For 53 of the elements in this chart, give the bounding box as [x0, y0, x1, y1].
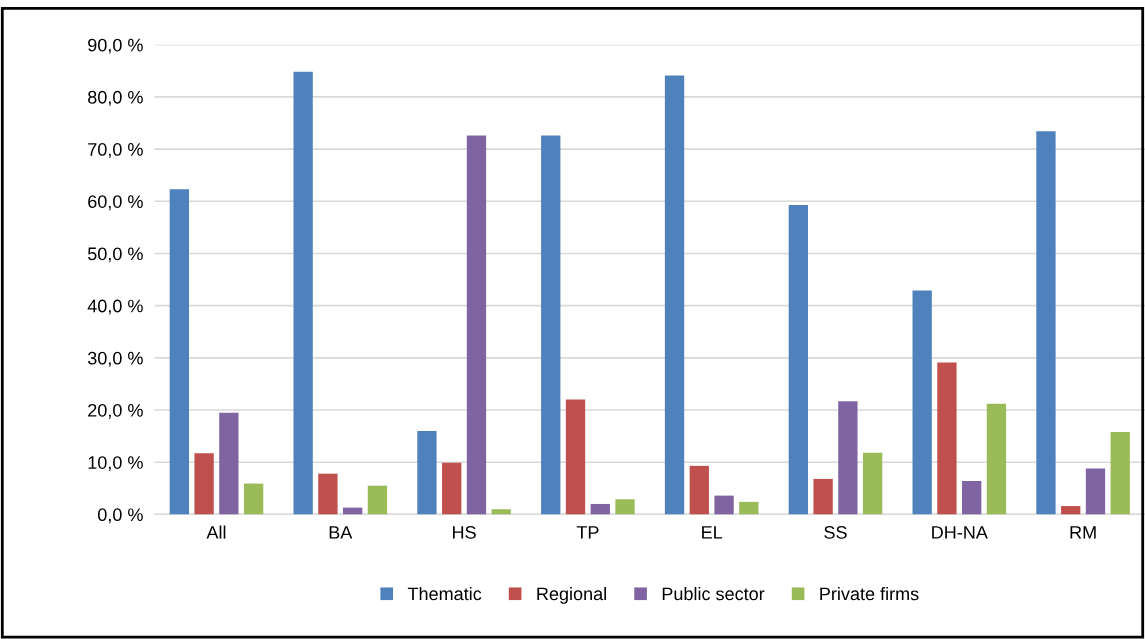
bar [293, 71, 313, 515]
x-tick-label: DH-NA [932, 526, 988, 539]
bar [912, 290, 932, 515]
y-tick-label: 90,0 % [88, 38, 143, 54]
y-tick-label: 20,0 % [88, 403, 143, 419]
bar [615, 499, 635, 515]
x-tick-label: HS [453, 525, 476, 539]
x-tick-label: All [206, 525, 226, 539]
bar [664, 75, 685, 515]
bar [962, 481, 982, 515]
bar [714, 495, 734, 515]
bar [1061, 506, 1081, 515]
bar [442, 462, 462, 515]
legend-label: Private firms [820, 587, 919, 601]
x-tick-label: BA [329, 526, 353, 539]
bar [590, 503, 610, 515]
legend-label: Regional [537, 587, 606, 604]
bar [194, 453, 214, 515]
x-tick-label: TP [576, 526, 599, 539]
bar [689, 465, 709, 515]
bar [1110, 431, 1130, 515]
bar [937, 362, 957, 515]
bar [813, 478, 833, 515]
bar [565, 399, 586, 515]
bar [541, 135, 561, 515]
legend-label: Thematic [407, 587, 482, 601]
bar [243, 483, 264, 515]
bar [169, 189, 189, 515]
x-tick-label: EL [702, 526, 723, 539]
y-tick-label: 60,0 % [88, 195, 143, 211]
bar [491, 509, 511, 515]
y-tick-label: 10,0 % [88, 456, 143, 472]
bar [1085, 468, 1106, 515]
bar [318, 473, 338, 515]
x-tick-label: RM [1070, 526, 1096, 539]
bar [862, 452, 883, 515]
bar [417, 430, 437, 515]
y-tick-label: 80,0 % [88, 90, 143, 106]
bar [367, 485, 388, 515]
bar [739, 501, 759, 515]
bar [986, 403, 1007, 515]
x-tick-label: SS [824, 525, 847, 539]
bar [466, 135, 487, 515]
bar [838, 401, 858, 515]
legend-label: Public sector [662, 587, 765, 601]
y-tick-label: 30,0 % [87, 351, 143, 367]
y-tick-label: 70,0 % [88, 143, 143, 158]
y-tick-label: 0,0 % [98, 508, 143, 524]
bar [1036, 131, 1056, 515]
y-tick-label: 50,0 % [87, 247, 143, 263]
bar [788, 204, 809, 515]
y-tick-label: 40,0 % [87, 299, 143, 315]
bar [219, 412, 239, 515]
